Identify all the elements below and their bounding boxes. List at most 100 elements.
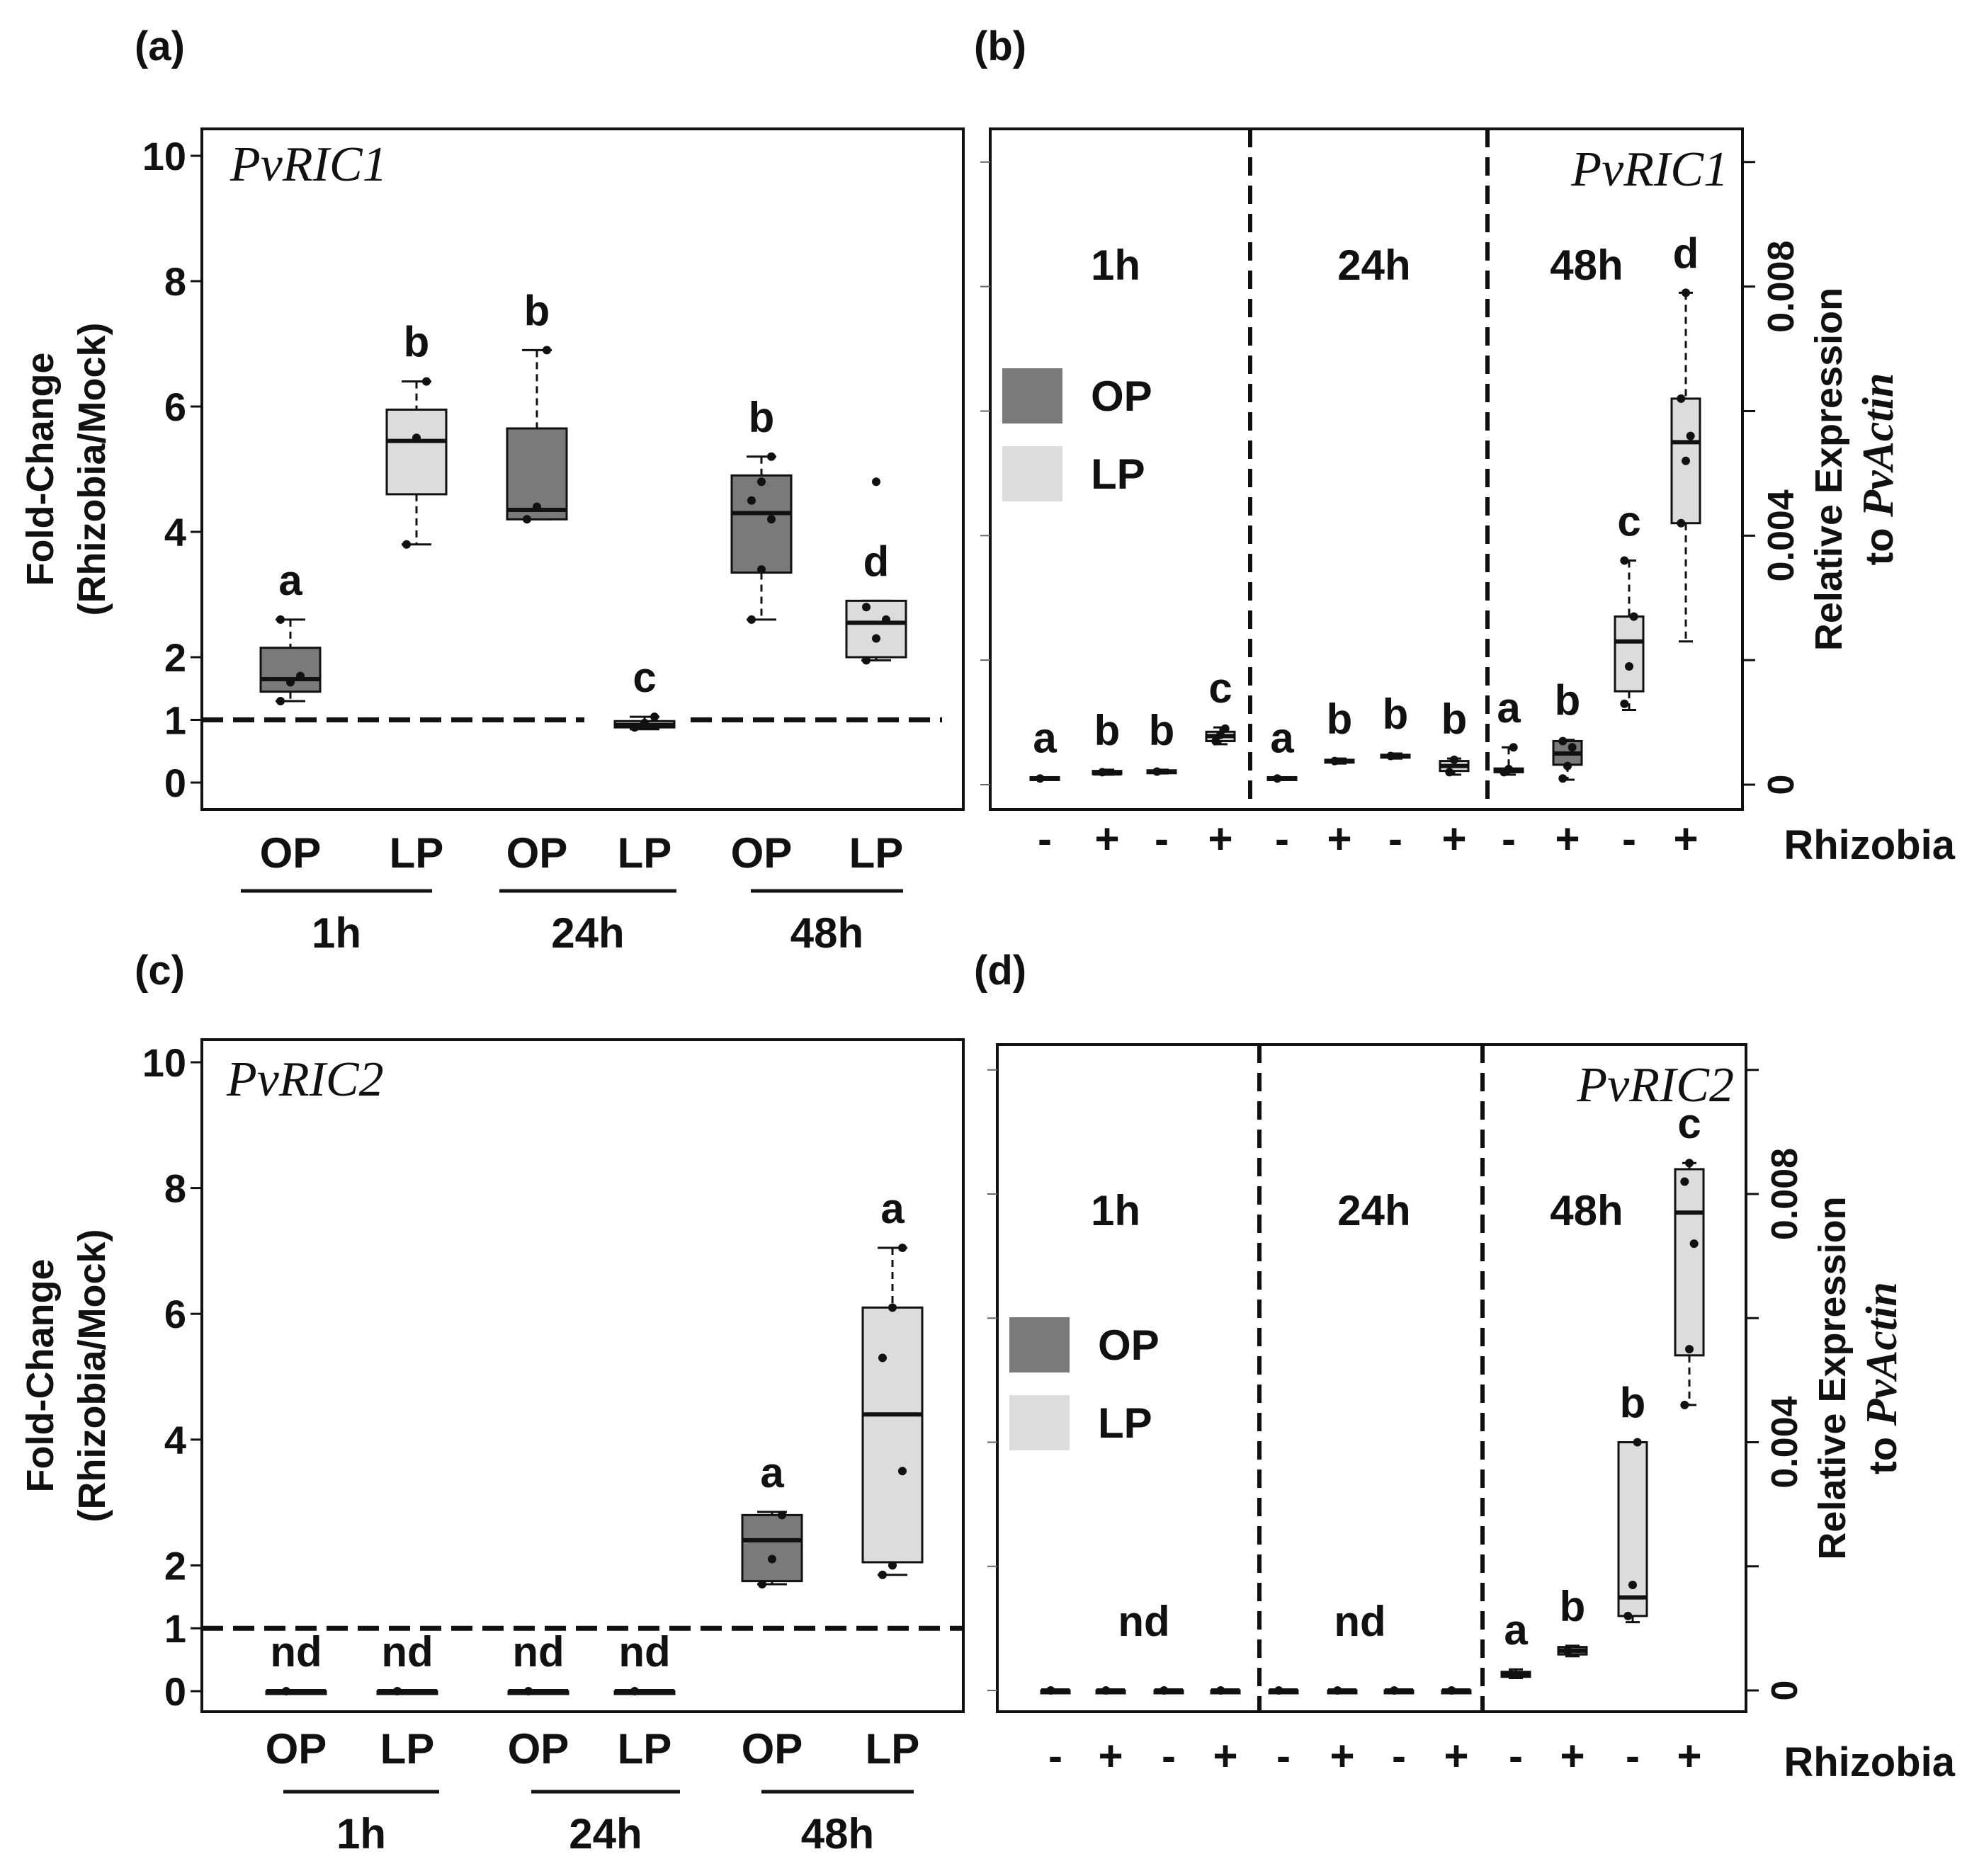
significance-letter: a bbox=[1270, 714, 1294, 761]
data-point bbox=[898, 1467, 907, 1476]
box-lp: b bbox=[385, 319, 448, 549]
nd-label: nd bbox=[1118, 1598, 1169, 1645]
panel-c: (c) PvRIC2 0 1 2 4 6 8 10 Fold-Change (Rhizobia/Mo… bbox=[19, 948, 965, 1858]
y-axis-label: (Rhizobia/Mock) bbox=[71, 1229, 113, 1523]
box-op: nd bbox=[507, 1628, 569, 1695]
panel-tag: (c) bbox=[135, 948, 185, 994]
significance-letter: b bbox=[404, 319, 430, 366]
panel-tag: (a) bbox=[135, 23, 185, 69]
box-lp: a bbox=[861, 1185, 924, 1579]
data-point bbox=[1677, 394, 1686, 403]
data-point bbox=[650, 712, 659, 722]
y-tick-label: 0 bbox=[1764, 1681, 1806, 1701]
data-point bbox=[1686, 431, 1695, 440]
data-point bbox=[296, 671, 305, 681]
box-lp: d bbox=[845, 477, 907, 665]
box-body bbox=[1617, 1441, 1648, 1618]
significance-letter: b bbox=[1327, 695, 1353, 743]
gene-label: PvRIC2 bbox=[1576, 1058, 1734, 1113]
rhizobia-sign: - bbox=[1038, 815, 1052, 863]
data-point bbox=[1680, 1400, 1689, 1409]
box-op: b bbox=[1324, 695, 1355, 766]
group-label: 1h bbox=[336, 1810, 386, 1858]
legend-label-lp: LP bbox=[1098, 1399, 1152, 1447]
rhizobia-sign: + bbox=[1444, 1732, 1468, 1780]
plot-frame bbox=[200, 1038, 965, 1713]
legend-swatch-op bbox=[1002, 368, 1062, 423]
box-body bbox=[741, 1513, 803, 1583]
rhizobia-sign: - bbox=[1622, 815, 1636, 863]
rhizobia-sign: - bbox=[1509, 1732, 1523, 1780]
data-point bbox=[1450, 755, 1458, 764]
x-category-label: LP bbox=[380, 1725, 435, 1773]
data-point bbox=[1563, 761, 1572, 771]
significance-letter: b bbox=[1555, 677, 1581, 724]
data-point bbox=[1558, 737, 1568, 746]
legend-swatch-op bbox=[1009, 1317, 1070, 1372]
box-body bbox=[385, 408, 448, 496]
box-body bbox=[1674, 1168, 1705, 1357]
data-point bbox=[1216, 1686, 1225, 1695]
data-point bbox=[1101, 1686, 1111, 1695]
data-point bbox=[1682, 288, 1690, 297]
data-point bbox=[1390, 1686, 1399, 1695]
x-category-label: LP bbox=[618, 829, 672, 877]
significance-letter: b bbox=[1560, 1583, 1586, 1630]
data-point bbox=[1623, 1611, 1633, 1620]
y-tick-label: 0 bbox=[164, 1669, 186, 1714]
time-label: 1h bbox=[1091, 1187, 1140, 1234]
y-tick-label: 4 bbox=[164, 510, 186, 555]
significance-letter: b bbox=[1149, 707, 1175, 754]
significance-letter: nd bbox=[512, 1628, 564, 1676]
rhizobia-sign: - bbox=[1502, 815, 1516, 863]
box-op: a bbox=[1500, 1606, 1531, 1679]
box-lp: c bbox=[613, 654, 676, 732]
data-point bbox=[1568, 743, 1577, 752]
panel-tag: (b) bbox=[974, 23, 1026, 69]
data-point bbox=[882, 615, 890, 624]
data-point bbox=[1152, 767, 1162, 776]
plot-frame bbox=[200, 127, 965, 811]
y-axis-label: Fold-Change bbox=[19, 1259, 62, 1493]
box-body bbox=[1614, 615, 1645, 693]
y-axis-label: (Rhizobia/Mock) bbox=[71, 323, 113, 616]
data-point bbox=[1333, 1686, 1342, 1695]
data-point bbox=[1620, 699, 1629, 708]
significance-letter: a bbox=[278, 557, 302, 604]
data-point bbox=[393, 1687, 402, 1695]
data-point bbox=[1447, 1686, 1456, 1695]
data-point bbox=[1330, 756, 1339, 766]
x-category-label: OP bbox=[260, 829, 322, 877]
data-point bbox=[286, 678, 295, 687]
y-axis-label: Relative Expression bbox=[1811, 1196, 1854, 1559]
significance-letter: a bbox=[760, 1449, 784, 1496]
y-tick-label: 8 bbox=[164, 259, 186, 304]
time-label: 24h bbox=[1337, 241, 1410, 289]
panel-a: (a) PvRIC1 0 1 2 4 6 8 10 Fold-Change (Rhizobia/Mo… bbox=[19, 23, 965, 957]
data-point bbox=[757, 565, 766, 574]
y-axis-label: Fold-Change bbox=[19, 353, 62, 586]
y-tick-label: 0.004 bbox=[1761, 489, 1802, 581]
group-label: 24h bbox=[551, 909, 624, 957]
data-point bbox=[1046, 1686, 1055, 1695]
significance-letter: b bbox=[1441, 695, 1468, 743]
y-axis-label: to PvActin bbox=[1854, 373, 1903, 566]
data-point bbox=[1036, 774, 1045, 783]
box-lp: b bbox=[1146, 707, 1177, 776]
box-lp: c bbox=[1674, 1100, 1705, 1409]
group-label: 48h bbox=[790, 909, 863, 957]
data-point bbox=[888, 1561, 897, 1570]
significance-letter: b bbox=[1094, 707, 1121, 754]
box-op: b bbox=[1552, 677, 1583, 783]
data-point bbox=[1682, 456, 1690, 465]
x-category-label: OP bbox=[731, 829, 793, 877]
data-point bbox=[630, 723, 639, 732]
box-lp bbox=[1383, 1686, 1415, 1695]
significance-letter: d bbox=[863, 538, 890, 585]
significance-letter: b bbox=[1620, 1380, 1646, 1427]
data-point bbox=[1689, 1239, 1699, 1249]
data-point bbox=[747, 615, 756, 624]
y-tick-label: 4 bbox=[164, 1418, 186, 1462]
data-point bbox=[543, 346, 551, 355]
data-point bbox=[862, 603, 871, 612]
